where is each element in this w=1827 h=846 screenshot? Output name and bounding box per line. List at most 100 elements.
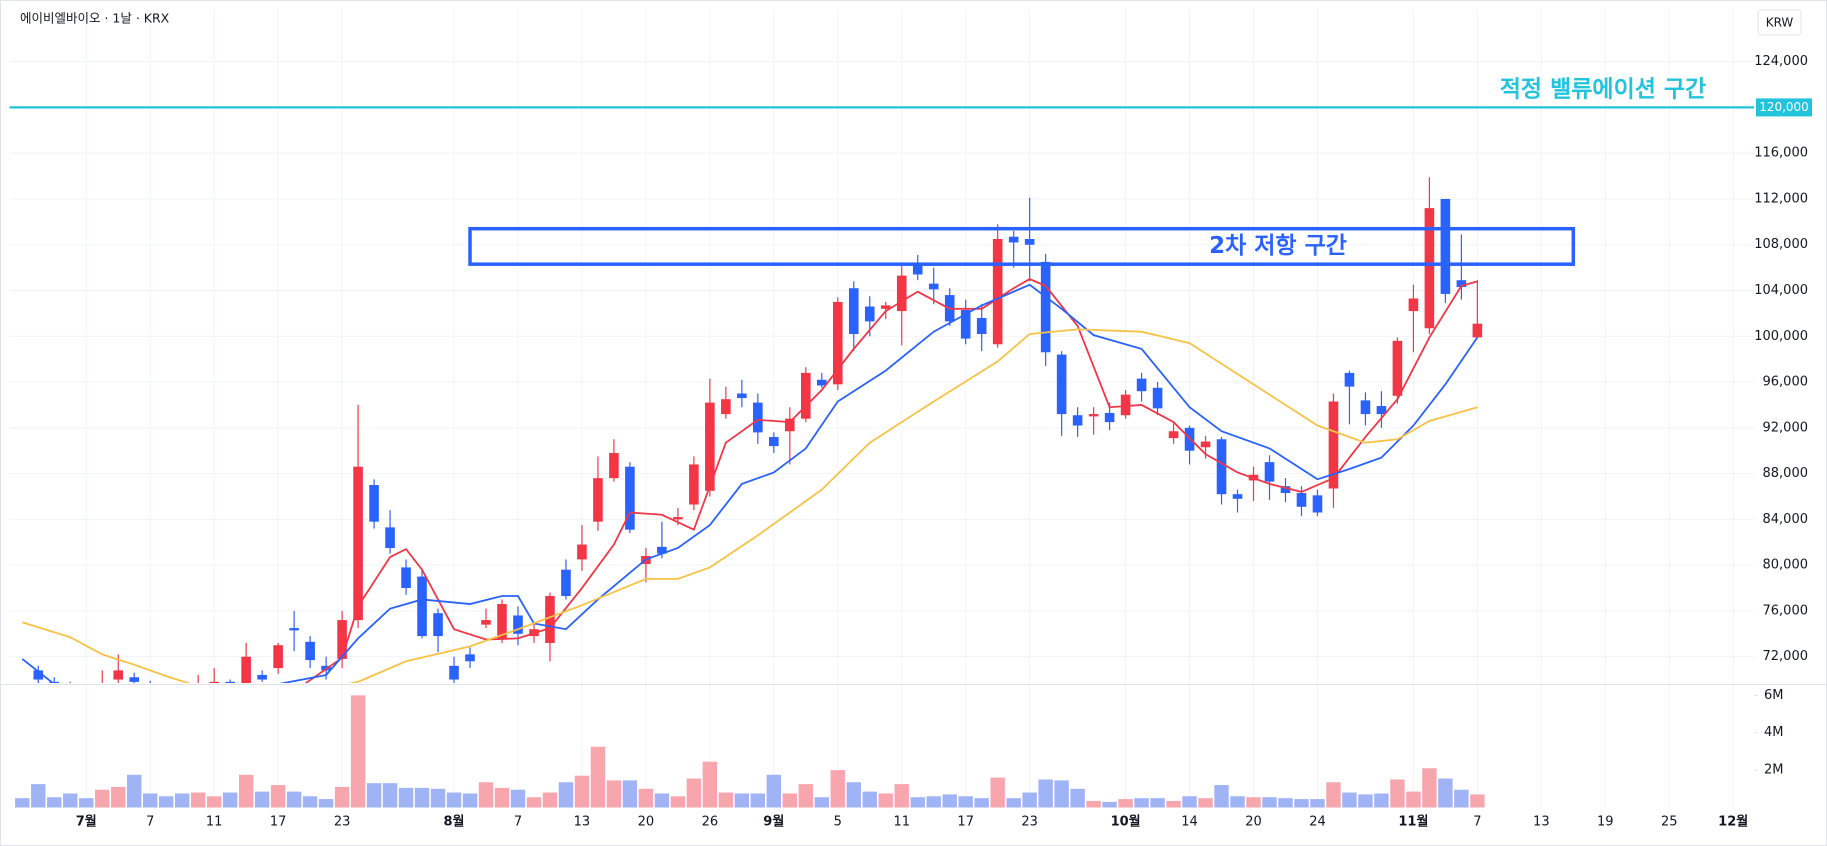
volume-bar: [382, 783, 398, 808]
candle-body: [465, 654, 475, 662]
volume-bar: [926, 796, 941, 808]
candle-body: [785, 418, 795, 432]
volume-bar: [1422, 768, 1437, 808]
volume-bar: [334, 786, 350, 808]
candle-body: [577, 544, 587, 560]
candle-body: [912, 263, 923, 275]
y-tick-label: 112,000: [1754, 191, 1808, 206]
candle-body: [417, 576, 427, 637]
candle-body: [1360, 400, 1371, 415]
moving-average: [22, 328, 1478, 683]
candle-body: [1456, 280, 1467, 288]
volume-bar: [606, 780, 622, 808]
candle-body: [1072, 415, 1083, 426]
candle-body: [1024, 239, 1035, 245]
candle-body: [992, 239, 1003, 345]
y-tick-label: 2M: [1764, 763, 1784, 778]
candle-body: [449, 665, 459, 680]
grid: [9, 9, 1754, 808]
volume-pane: [15, 695, 1485, 808]
volume-bar: [350, 695, 366, 808]
volume-bar: [143, 793, 158, 808]
x-tick-label: 7: [1473, 815, 1481, 830]
candle-body: [497, 604, 507, 640]
volume-bar: [190, 792, 206, 808]
candle-body: [689, 464, 699, 505]
volume-bar: [494, 787, 510, 808]
y-tick-label: 108,000: [1754, 237, 1808, 252]
volume-bar: [638, 788, 654, 808]
candle-body: [609, 452, 619, 479]
y-tick-label: 100,000: [1754, 329, 1808, 344]
volume-bar: [622, 780, 638, 808]
volume-bar: [47, 797, 62, 808]
volume-bar: [942, 794, 957, 808]
volume-bar: [318, 799, 334, 808]
candle-body: [545, 596, 555, 643]
volume-bar: [1438, 778, 1453, 808]
candle-body: [385, 527, 395, 548]
candle-body: [1008, 236, 1019, 243]
candle-body: [1216, 439, 1227, 495]
volume-bar: [846, 782, 861, 808]
volume-bar: [910, 797, 925, 808]
candle-body: [657, 546, 667, 554]
moving-average: [304, 278, 1478, 683]
candle-body: [209, 681, 219, 683]
volume-bar: [1470, 794, 1485, 808]
volume-bar: [478, 782, 494, 808]
candle-body: [848, 288, 859, 334]
candle-body: [960, 309, 971, 339]
x-tick-label: 11월: [1398, 814, 1428, 830]
x-tick-label: 14: [1181, 815, 1198, 830]
volume-bar: [734, 793, 750, 808]
candle-body: [513, 615, 523, 634]
candle-body: [481, 620, 491, 625]
volume-bar: [894, 784, 909, 808]
axes: 7월 7 11 17 23 8월 7 13 20 26 9월 5 11 17 23 10월 14 20 24 11월 7…: [0, 54, 1827, 830]
volume-bar: [462, 793, 478, 808]
y-tick-label: 88,000: [1763, 466, 1809, 481]
candle-body: [673, 517, 683, 520]
candle-body: [1152, 387, 1163, 409]
candle-body: [880, 305, 891, 309]
volume-bar: [670, 796, 686, 808]
candle-body: [832, 301, 843, 385]
x-tick-label: 26: [702, 815, 719, 830]
x-tick-label: 12월: [1718, 814, 1748, 830]
x-tick-label: 23: [1021, 815, 1038, 830]
candle-body: [1040, 261, 1051, 353]
candle-body: [976, 317, 987, 334]
volume-bar: [238, 774, 254, 808]
x-tick-label: 13: [574, 815, 591, 830]
volume-bar: [1166, 800, 1181, 808]
candle-body: [289, 628, 299, 631]
candle-body: [816, 379, 827, 386]
volume-bar: [814, 797, 829, 808]
volume-bar: [574, 775, 590, 808]
moving-average: [21, 283, 1479, 683]
volume-bar: [1086, 800, 1101, 808]
candle-body: [369, 485, 379, 522]
candle-body: [1056, 354, 1067, 415]
candle-body: [1472, 323, 1483, 338]
currency-button[interactable]: [1757, 9, 1802, 36]
currency[interactable]: KRW: [1766, 16, 1794, 30]
x-tick-label: 7: [514, 815, 522, 830]
price-label: 120,000: [1759, 100, 1809, 114]
volume-bar: [31, 784, 46, 808]
x-tick-label: 7: [146, 815, 154, 830]
candle-body: [705, 402, 715, 491]
candle-body: [801, 372, 811, 419]
x-tick-label: 23: [334, 815, 351, 830]
volume-bar: [302, 796, 318, 808]
volume-bar: [446, 792, 462, 808]
candle-body: [353, 466, 363, 621]
volume-bar: [1230, 796, 1245, 808]
volume-bar: [1198, 798, 1213, 808]
candle-body: [1232, 494, 1243, 499]
candle-body: [721, 399, 731, 415]
candle-body: [49, 681, 60, 683]
annotation: 적정 밸류에이션 구간: [1500, 77, 1706, 103]
